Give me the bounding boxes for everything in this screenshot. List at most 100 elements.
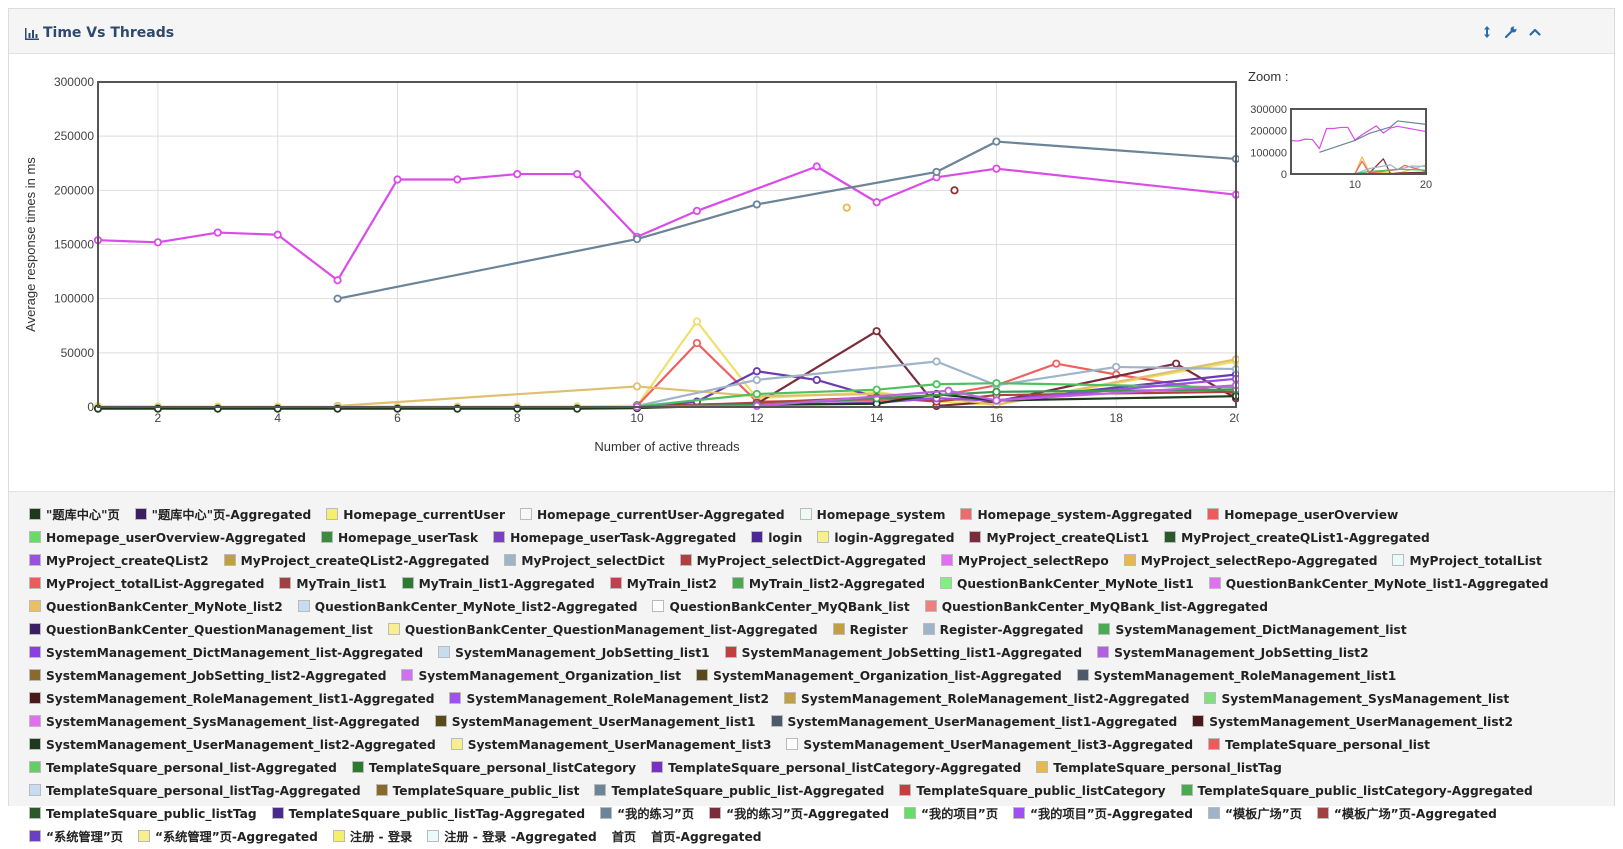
x-tick-label: 4 — [274, 411, 281, 425]
legend-item[interactable]: Homepage_userTask — [320, 527, 479, 550]
resize-vertical-icon[interactable] — [1479, 24, 1495, 40]
legend-item[interactable]: SystemManagement_RoleManagement_list2 — [449, 688, 769, 711]
x-tick-label: 10 — [630, 411, 644, 425]
legend-label: Homepage_userOverview-Aggregated — [46, 531, 306, 545]
legend-item[interactable]: 注册 - 登录 — [332, 826, 413, 849]
legend-item[interactable]: MyProject_createQList2 — [29, 550, 209, 573]
legend-item[interactable]: MyTrain_list2 — [609, 573, 717, 596]
legend-item[interactable]: SystemManagement_Organization_list-Aggre… — [696, 665, 1062, 688]
legend-label: Homepage_userTask — [337, 531, 479, 545]
legend-label: SystemManagement_UserManagement_list2 — [1209, 715, 1513, 729]
legend-item[interactable]: Homepage_system-Aggregated — [960, 504, 1192, 527]
legend-item[interactable]: MyProject_selectDict-Aggregated — [679, 550, 926, 573]
legend-swatch — [1208, 738, 1221, 750]
legend-item[interactable]: MyProject_totalList-Aggregated — [29, 573, 264, 596]
legend-item[interactable]: 首页 — [612, 826, 636, 849]
legend-item[interactable]: TemplateSquare_personal_listCategory-Agg… — [651, 757, 1021, 780]
legend-item[interactable]: Homepage_system — [799, 504, 945, 527]
legend-item[interactable]: SystemManagement_UserManagement_list3 — [450, 734, 771, 757]
legend-item[interactable]: MyTrain_list1 — [279, 573, 387, 596]
legend-item[interactable]: “系统管理”页 — [29, 826, 123, 849]
x-tick-label: 16 — [990, 411, 1004, 425]
legend-item[interactable]: login-Aggregated — [817, 527, 954, 550]
legend-item[interactable]: MyProject_createQList1 — [969, 527, 1149, 550]
legend-item[interactable]: SystemManagement_DictManagement_list — [1098, 619, 1407, 642]
legend-item[interactable]: MyTrain_list1-Aggregated — [401, 573, 595, 596]
legend-swatch — [832, 623, 845, 635]
data-point — [632, 234, 642, 244]
legend-item[interactable]: "题库中心"页-Aggregated — [134, 504, 311, 527]
legend-item[interactable]: SystemManagement_UserManagement_list3-Ag… — [786, 734, 1193, 757]
legend-item[interactable]: SystemManagement_RoleManagement_list2-Ag… — [783, 688, 1189, 711]
legend-item[interactable]: SystemManagement_DictManagement_list-Agg… — [29, 642, 423, 665]
legend-item[interactable]: Homepage_userOverview — [1207, 504, 1398, 527]
legend-item[interactable]: SystemManagement_Organization_list — [401, 665, 681, 688]
legend-item[interactable]: MyProject_selectDict — [504, 550, 665, 573]
legend-item[interactable]: MyProject_totalList — [1392, 550, 1542, 573]
legend-item[interactable]: "题库中心"页 — [29, 504, 120, 527]
legend-item[interactable]: Register — [832, 619, 908, 642]
wrench-icon[interactable] — [1503, 24, 1519, 40]
legend-label: MyProject_createQList2-Aggregated — [240, 554, 490, 568]
legend-item[interactable]: TemplateSquare_public_list — [375, 780, 579, 803]
zoom-overview-chart[interactable]: 0 100000 200000 300000 10 20 — [1241, 94, 1441, 204]
legend-item[interactable]: SystemManagement_UserManagement_list1 — [434, 711, 756, 734]
legend-item[interactable]: QuestionBankCenter_QuestionManagement_li… — [387, 619, 818, 642]
legend-item[interactable]: SystemManagement_RoleManagement_list1-Ag… — [29, 688, 434, 711]
legend-item[interactable]: QuestionBankCenter_MyNote_list2 — [29, 596, 283, 619]
legend-swatch — [137, 830, 150, 842]
legend-item[interactable]: MyProject_createQList1-Aggregated — [1164, 527, 1430, 550]
legend-item[interactable]: Homepage_currentUser — [326, 504, 505, 527]
legend-item[interactable]: login — [751, 527, 802, 550]
legend-swatch — [1164, 531, 1177, 543]
legend-item[interactable]: MyTrain_list2-Aggregated — [731, 573, 925, 596]
legend-item[interactable]: QuestionBankCenter_MyNote_list2-Aggregat… — [297, 596, 637, 619]
legend-item[interactable]: MyProject_selectRepo-Aggregated — [1123, 550, 1377, 573]
legend-item[interactable]: Homepage_currentUser-Aggregated — [519, 504, 785, 527]
main-line-chart[interactable]: 0 50000 100000 150000 200000 250000 300000 2 4 6 8… — [9, 54, 1239, 474]
legend-item[interactable]: Homepage_userOverview-Aggregated — [29, 527, 306, 550]
legend-item[interactable]: 首页-Aggregated — [651, 826, 761, 849]
chevron-up-icon[interactable] — [1527, 24, 1543, 40]
data-point — [213, 228, 222, 237]
legend-item[interactable]: QuestionBankCenter_QuestionManagement_li… — [29, 619, 373, 642]
legend-label: MyProject_selectDict-Aggregated — [696, 554, 926, 568]
legend-item[interactable]: TemplateSquare_personal_list — [1208, 734, 1430, 757]
legend-item[interactable]: QuestionBankCenter_MyNote_list1-Aggregat… — [1208, 573, 1548, 596]
legend-item[interactable]: QuestionBankCenter_MyQBank_list — [652, 596, 910, 619]
legend-item[interactable]: SystemManagement_JobSetting_list1 — [438, 642, 710, 665]
data-point — [752, 367, 761, 376]
legend-item[interactable]: SystemManagement_UserManagement_list2-Ag… — [29, 734, 436, 757]
legend-item[interactable]: TemplateSquare_personal_listTag-Aggregat… — [29, 780, 361, 803]
legend-item[interactable]: SystemManagement_UserManagement_list2 — [1192, 711, 1513, 734]
legend-item[interactable]: SystemManagement_SysManagement_list — [1204, 688, 1509, 711]
legend-item[interactable]: SystemManagement_SysManagement_list-Aggr… — [29, 711, 420, 734]
legend-item[interactable]: SystemManagement_RoleManagement_list1 — [1076, 665, 1397, 688]
legend-label: Register-Aggregated — [939, 623, 1084, 637]
legend-label: SystemManagement_UserManagement_list3-Ag… — [803, 738, 1194, 752]
legend-item[interactable]: TemplateSquare_public_listCategory — [899, 780, 1166, 803]
legend-item[interactable]: Homepage_userTask-Aggregated — [493, 527, 736, 550]
legend-item[interactable]: TemplateSquare_personal_listTag — [1036, 757, 1282, 780]
legend-item[interactable]: MyProject_createQList2-Aggregated — [223, 550, 490, 573]
legend-label: 注册 - 登录 — [349, 830, 413, 844]
legend-swatch — [594, 784, 607, 796]
legend-item[interactable]: 注册 - 登录 -Aggregated — [427, 826, 597, 849]
legend-item[interactable]: TemplateSquare_public_listCategory-Aggre… — [1180, 780, 1533, 803]
legend-label: TemplateSquare_personal_listCategory-Agg… — [668, 761, 1022, 775]
legend-item[interactable]: SystemManagement_UserManagement_list1-Ag… — [770, 711, 1177, 734]
data-point — [1172, 359, 1181, 368]
legend-item[interactable]: QuestionBankCenter_MyQBank_list-Aggregat… — [924, 596, 1268, 619]
legend-item[interactable]: MyProject_selectRepo — [940, 550, 1109, 573]
legend-item[interactable]: SystemManagement_JobSetting_list2 — [1097, 642, 1369, 665]
legend-item[interactable]: “系统管理”页-Aggregated — [137, 826, 318, 849]
legend-item[interactable]: SystemManagement_JobSetting_list1-Aggreg… — [724, 642, 1082, 665]
legend-item[interactable]: TemplateSquare_personal_listCategory — [351, 757, 636, 780]
legend-label: SystemManagement_RoleManagement_list1 — [1093, 669, 1397, 683]
legend-item[interactable]: SystemManagement_JobSetting_list2-Aggreg… — [29, 665, 386, 688]
legend-item[interactable]: Register-Aggregated — [922, 619, 1084, 642]
legend-item[interactable]: TemplateSquare_public_list-Aggregated — [594, 780, 884, 803]
legend-swatch — [29, 577, 41, 589]
legend-item[interactable]: TemplateSquare_personal_list-Aggregated — [29, 757, 337, 780]
legend-item[interactable]: QuestionBankCenter_MyNote_list1 — [939, 573, 1194, 596]
